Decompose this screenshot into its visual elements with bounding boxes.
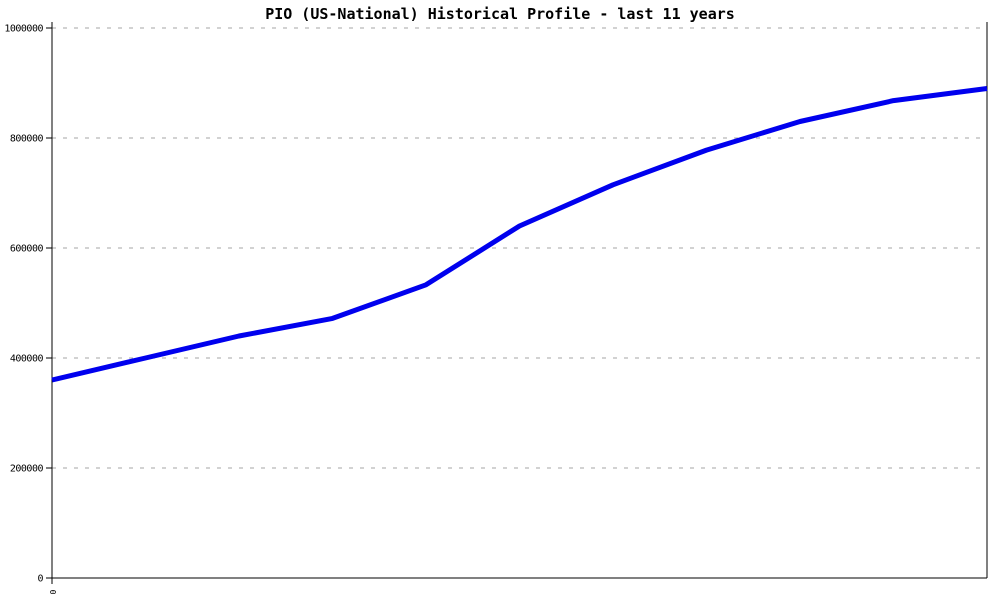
data-series-line: [51, 86, 988, 383]
y-tick-label: 800000: [10, 134, 44, 145]
y-tick-label: 1000000: [4, 24, 43, 35]
chart-title: PIO (US-National) Historical Profile - l…: [265, 5, 735, 23]
x-tick-label: 0: [48, 590, 57, 595]
y-tick-label: 0: [37, 574, 43, 585]
y-tick-label: 400000: [10, 354, 44, 365]
y-tick-label: 200000: [10, 464, 44, 475]
y-tick-label: 600000: [10, 244, 44, 255]
